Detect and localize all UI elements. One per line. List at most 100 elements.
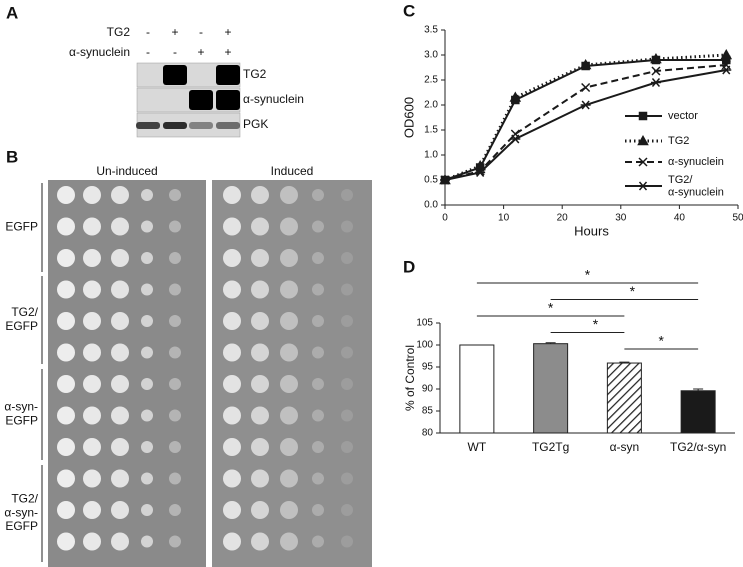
spot bbox=[111, 375, 129, 393]
bar bbox=[680, 390, 716, 434]
marker bbox=[510, 134, 521, 144]
spot bbox=[111, 312, 129, 330]
condition-label: Un-induced bbox=[96, 164, 157, 178]
spot bbox=[111, 406, 129, 425]
spots bbox=[57, 186, 353, 551]
spot bbox=[223, 186, 241, 204]
marker bbox=[650, 78, 661, 87]
sign: - bbox=[146, 25, 150, 39]
spot bbox=[251, 532, 269, 551]
panel-label: A bbox=[6, 3, 18, 22]
y-tick-label: 1.0 bbox=[424, 150, 438, 161]
marker bbox=[475, 168, 486, 177]
y-tick-label: 2.5 bbox=[424, 75, 438, 86]
spot bbox=[169, 378, 181, 390]
strain-label: TG2/EGFP bbox=[5, 305, 38, 333]
row-label: TG2 bbox=[107, 25, 131, 39]
y-tick-label: 0.0 bbox=[424, 200, 438, 211]
spot bbox=[251, 406, 269, 425]
x-tick-label: 10 bbox=[498, 213, 510, 224]
error-bar bbox=[619, 361, 630, 364]
spot bbox=[111, 249, 129, 267]
significance-label: * bbox=[548, 300, 554, 316]
spot bbox=[223, 469, 241, 488]
y-tick-label: 0.5 bbox=[424, 175, 438, 186]
y-tick-label: 90 bbox=[422, 384, 434, 395]
spot bbox=[280, 343, 298, 362]
spot bbox=[280, 375, 298, 393]
spot bbox=[223, 438, 241, 456]
spot bbox=[111, 343, 129, 362]
marker bbox=[638, 111, 648, 121]
spot bbox=[341, 441, 353, 453]
marker bbox=[637, 134, 649, 146]
spot bbox=[223, 375, 241, 393]
sign: + bbox=[197, 45, 204, 59]
spot bbox=[111, 280, 129, 299]
spot bbox=[280, 406, 298, 425]
sign: + bbox=[224, 25, 231, 39]
spot bbox=[57, 501, 75, 519]
spot bbox=[341, 189, 353, 201]
spot bbox=[223, 343, 241, 362]
spot bbox=[83, 249, 101, 267]
spot bbox=[312, 409, 324, 422]
blot-label: TG2 bbox=[243, 67, 267, 81]
spot bbox=[57, 532, 75, 551]
spot bbox=[83, 312, 101, 330]
bar bbox=[533, 343, 569, 434]
band bbox=[189, 122, 213, 129]
spot bbox=[169, 504, 181, 516]
significance-label: * bbox=[585, 267, 591, 283]
legend-label: TG2 bbox=[668, 135, 689, 147]
spot bbox=[312, 189, 324, 201]
spot bbox=[251, 501, 269, 519]
spot bbox=[251, 186, 269, 204]
significance-label: * bbox=[593, 316, 599, 332]
spot bbox=[83, 186, 101, 204]
spot bbox=[312, 504, 324, 516]
spot bbox=[111, 532, 129, 551]
spot bbox=[57, 249, 75, 267]
spot bbox=[169, 535, 181, 548]
sign: - bbox=[173, 45, 177, 59]
marker bbox=[650, 52, 662, 64]
spot bbox=[83, 438, 101, 456]
spot bbox=[223, 280, 241, 299]
spot bbox=[169, 252, 181, 264]
x-axis-label: Hours bbox=[574, 223, 609, 238]
spot bbox=[169, 283, 181, 296]
band bbox=[189, 90, 213, 110]
marker bbox=[440, 175, 450, 185]
spot bbox=[312, 252, 324, 264]
sign: - bbox=[146, 45, 150, 59]
line bbox=[444, 64, 727, 181]
strain-label: α-syn-EGFP bbox=[4, 400, 38, 428]
spot bbox=[169, 220, 181, 233]
x-tick-label: 0 bbox=[442, 213, 448, 224]
y-axis-label: % of Control bbox=[403, 345, 417, 411]
spot bbox=[251, 217, 269, 236]
spot bbox=[111, 186, 129, 204]
plate bbox=[48, 180, 206, 567]
spot bbox=[169, 346, 181, 359]
band bbox=[163, 65, 187, 85]
spot bbox=[312, 220, 324, 233]
band bbox=[216, 122, 240, 129]
spot bbox=[57, 343, 75, 362]
spot bbox=[251, 438, 269, 456]
y-tick-label: 105 bbox=[416, 318, 433, 329]
spot bbox=[57, 217, 75, 236]
spot bbox=[141, 283, 153, 296]
spot bbox=[57, 312, 75, 330]
error-bar bbox=[545, 342, 556, 344]
spot bbox=[141, 409, 153, 422]
spot bbox=[83, 280, 101, 299]
marker bbox=[581, 82, 591, 93]
spot bbox=[312, 378, 324, 390]
sign: + bbox=[224, 45, 231, 59]
spot bbox=[341, 409, 353, 422]
spot bbox=[141, 504, 153, 516]
spot bbox=[251, 280, 269, 299]
